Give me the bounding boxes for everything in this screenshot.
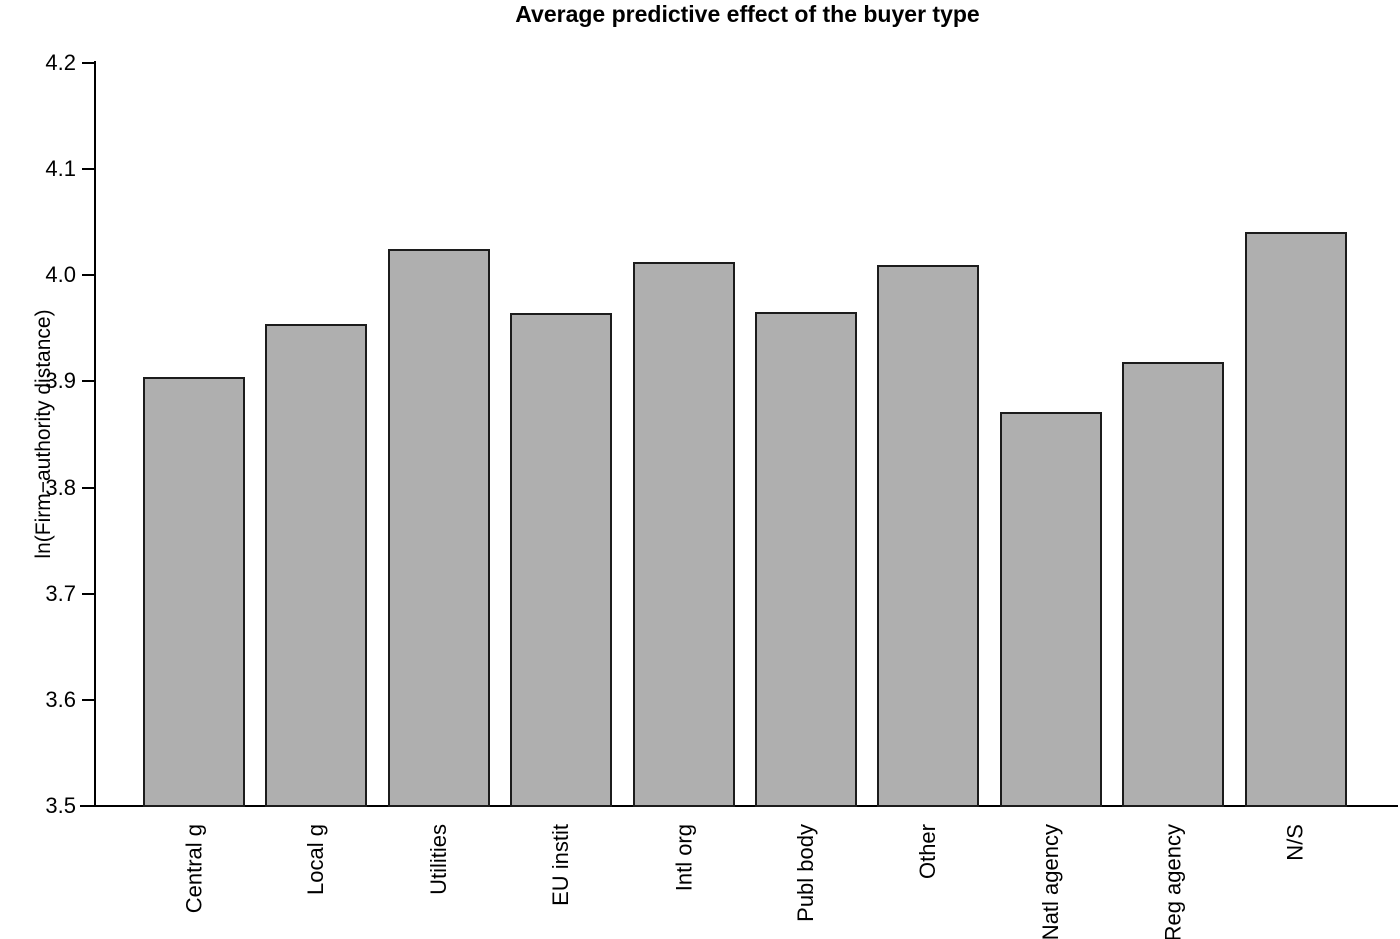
y-tick-mark — [82, 380, 95, 383]
y-tick-label: 4.1 — [45, 156, 76, 182]
y-tick-label: 3.7 — [45, 580, 76, 606]
x-tick-label: Publ body — [793, 824, 818, 922]
bar-n-s — [1245, 232, 1347, 807]
y-tick-label: 3.5 — [45, 793, 76, 818]
x-tick-label: Intl org — [671, 824, 696, 892]
bar-reg-agency — [1122, 362, 1224, 807]
x-tick-label: Utilities — [426, 824, 451, 895]
x-tick-label: Reg agency — [1160, 824, 1185, 939]
y-tick-label: 3.6 — [45, 686, 76, 712]
x-tick-label: Other — [915, 824, 940, 880]
bar-eu-instit — [510, 313, 612, 807]
bar-central-g — [143, 377, 245, 807]
y-tick-mark — [82, 168, 95, 171]
x-tick-label: Natl agency — [1038, 824, 1063, 939]
y-axis-title: ln(Firm−authority distance) — [32, 309, 55, 559]
bar-natl-agency — [1000, 412, 1102, 807]
y-tick-label: 4.2 — [45, 50, 76, 75]
bar-other — [877, 265, 979, 807]
y-tick-mark — [82, 274, 95, 277]
x-tick-label: Local g — [303, 824, 328, 895]
x-tick-label: N/S — [1283, 824, 1308, 861]
y-tick-mark — [82, 698, 95, 701]
x-tick-label: EU instit — [548, 824, 573, 906]
x-tick-label: Central g — [181, 824, 206, 914]
x-axis-line — [80, 805, 1398, 807]
y-tick-label: 4.0 — [45, 262, 76, 288]
y-tick-mark — [82, 805, 95, 807]
y-axis-line — [94, 61, 96, 807]
y-tick-label: 3.9 — [45, 368, 76, 394]
y-tick-mark — [82, 486, 95, 489]
bar-publ-body — [755, 312, 857, 807]
bar-utilities — [388, 249, 490, 807]
y-tick-mark — [82, 62, 95, 64]
chart-title: Average predictive effect of the buyer t… — [515, 1, 980, 27]
bar-intl-org — [633, 262, 735, 807]
y-tick-label: 3.8 — [45, 474, 76, 500]
y-tick-mark — [82, 592, 95, 595]
bar-local-g — [265, 324, 367, 807]
